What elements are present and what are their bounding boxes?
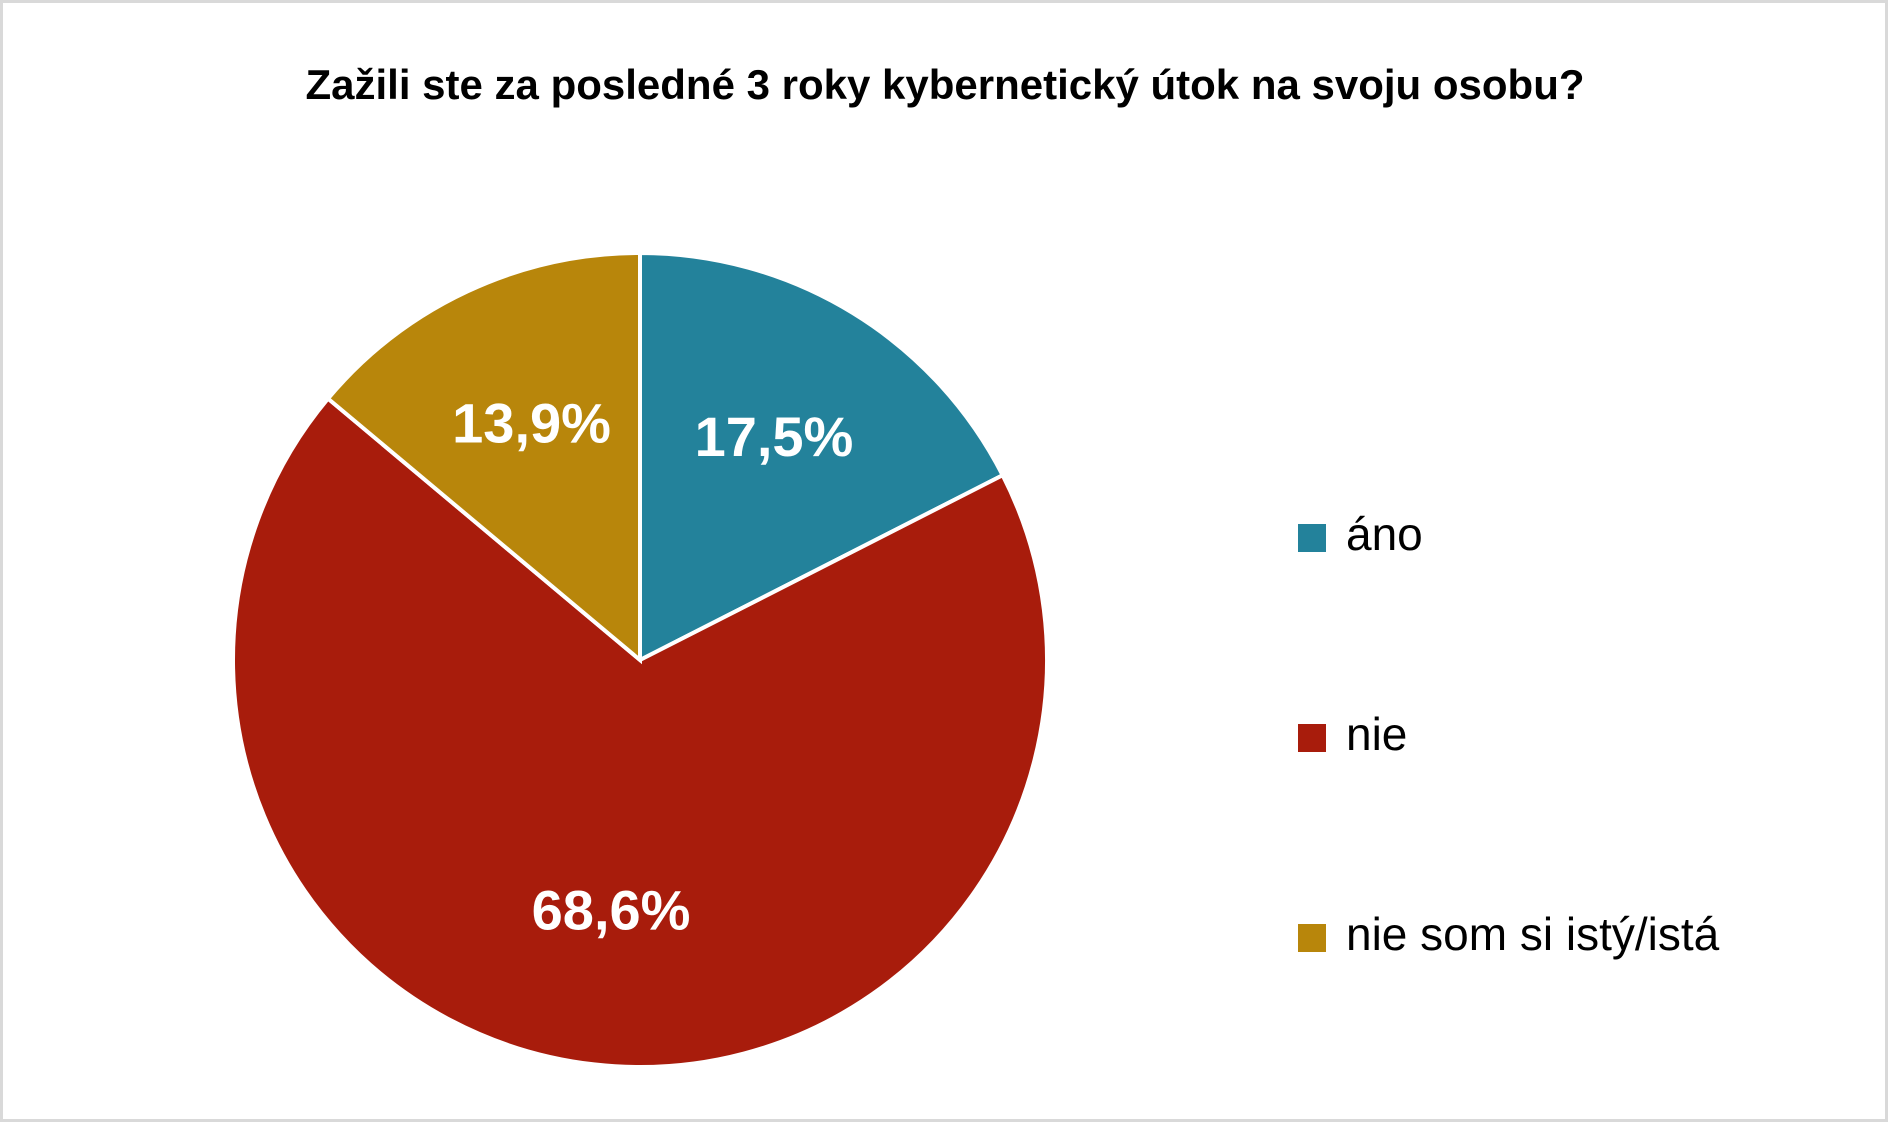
data-label: 68,6% xyxy=(532,879,691,942)
legend-swatch xyxy=(1298,724,1326,752)
chart-title: Zažili ste za posledné 3 roky kybernetic… xyxy=(305,61,1585,108)
legend-label: nie xyxy=(1346,708,1407,760)
pie-slice xyxy=(638,250,1006,664)
pie-slice xyxy=(325,250,642,665)
legend-label: áno xyxy=(1346,508,1423,560)
legend-swatch xyxy=(1298,924,1326,952)
data-label: 17,5% xyxy=(695,405,854,468)
legend-label: nie som si istý/istá xyxy=(1346,908,1720,960)
data-label: 13,9% xyxy=(452,391,611,454)
legend-swatch xyxy=(1298,524,1326,552)
pie-slice xyxy=(231,395,1049,1069)
